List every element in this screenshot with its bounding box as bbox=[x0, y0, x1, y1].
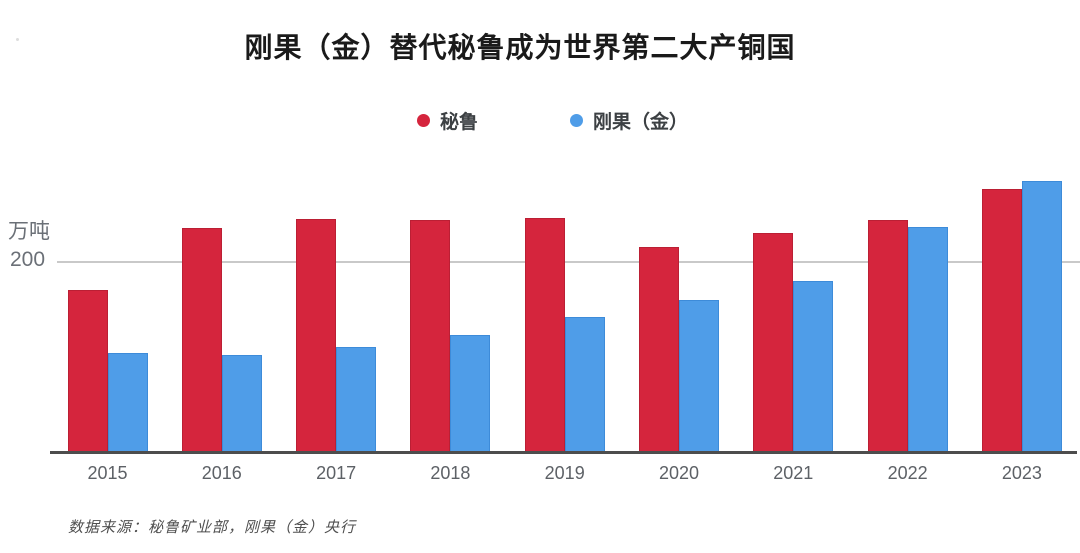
x-tick-label-2020: 2020 bbox=[658, 463, 700, 483]
bar-drc-2019 bbox=[564, 316, 605, 452]
x-tick-label-2016: 2016 bbox=[201, 463, 242, 483]
legend-item-peru: 秘鲁 bbox=[417, 107, 478, 134]
y-axis-unit-label: 万吨 bbox=[8, 220, 50, 243]
x-tick-label-2022: 2022 bbox=[887, 463, 928, 483]
bar-peru-2020 bbox=[639, 247, 679, 452]
legend-dot-icon bbox=[570, 114, 584, 127]
legend-label-drc: 刚果（金） bbox=[593, 112, 689, 133]
chart-title: 刚果（金）替代秘鲁成为世界第二大产铜国 bbox=[244, 32, 796, 63]
bar-peru-2018 bbox=[410, 219, 451, 452]
legend: 秘鲁 刚果（金） bbox=[417, 107, 688, 134]
bar-peru-2016 bbox=[181, 228, 222, 452]
legend-label-peru: 秘鲁 bbox=[440, 112, 479, 133]
bar-peru-2017 bbox=[296, 218, 337, 452]
x-axis-line bbox=[50, 451, 1077, 454]
bar-drc-2018 bbox=[450, 334, 491, 452]
y-axis-tick-200: 200 bbox=[10, 248, 46, 271]
x-tick-label-2018: 2018 bbox=[430, 463, 471, 483]
bar-peru-2015 bbox=[67, 290, 108, 452]
bar-peru-2023 bbox=[981, 189, 1022, 452]
source-note: 数据来源：秘鲁矿业部，刚果（金）央行 bbox=[68, 519, 357, 536]
x-tick-label-2023: 2023 bbox=[1001, 463, 1042, 483]
x-tick-label-2019: 2019 bbox=[544, 463, 585, 483]
bar-peru-2021 bbox=[753, 232, 794, 452]
x-tick-label-2017: 2017 bbox=[316, 463, 357, 483]
bar-drc-2020 bbox=[679, 299, 719, 452]
x-tick-label-2021: 2021 bbox=[773, 463, 814, 483]
bar-drc-2022 bbox=[907, 227, 948, 452]
bar-drc-2017 bbox=[336, 347, 377, 452]
legend-dot-icon bbox=[417, 114, 430, 127]
stray-dot-artifact bbox=[16, 38, 19, 41]
bar-peru-2022 bbox=[867, 219, 908, 452]
bar-peru-2019 bbox=[524, 217, 565, 452]
bar-drc-2021 bbox=[793, 280, 834, 452]
bar-drc-2023 bbox=[1021, 181, 1062, 452]
gridline-200 bbox=[57, 261, 1080, 263]
bar-drc-2015 bbox=[107, 352, 148, 452]
legend-item-drc: 刚果（金） bbox=[570, 107, 688, 134]
bar-drc-2016 bbox=[221, 354, 262, 452]
x-tick-label-2015: 2015 bbox=[87, 463, 128, 483]
